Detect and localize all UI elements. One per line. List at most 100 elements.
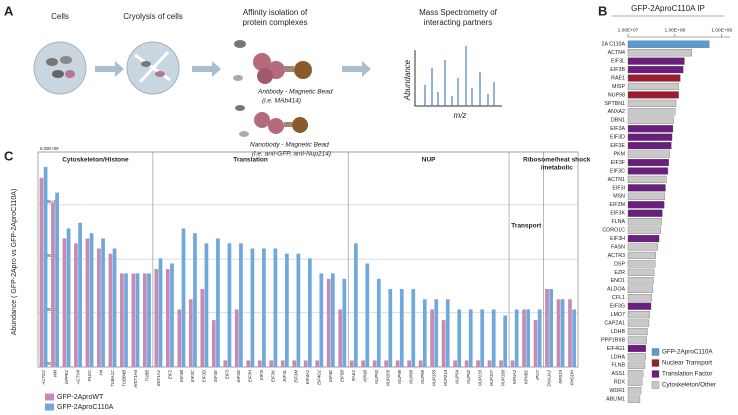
y-tick-label: 1.60E+06 [40,307,59,312]
cell [60,56,72,64]
y-tick-label: 1.00E+05 [40,361,59,366]
x-tick-label: EIF2 [167,369,172,379]
complex [254,112,270,128]
bar [170,263,174,367]
x-tick-label: ACTN4 [75,369,80,385]
row-label: ENO1 [611,278,625,284]
bar [627,108,676,116]
legend-swatch [651,381,660,389]
bar [627,268,655,276]
legend-swatch [651,348,660,356]
bar [39,177,44,367]
cell [155,71,165,77]
y-tick-label: 2.50E+07 [40,253,59,258]
x-tick-label: TUBB4B [121,370,126,387]
bar [315,360,320,367]
bar [407,360,411,367]
antibody [284,66,294,72]
row-label: LMO7 [611,312,625,318]
bar [627,209,663,217]
x-tick-label: NUP98 [397,369,402,383]
x-tick-label: TUBA1C [110,369,115,387]
x-tick-label: HIST1H4 [133,369,138,387]
x-tick-label: 1.00E+07 [618,27,639,33]
complex [257,68,273,84]
bar [154,269,159,367]
bar [193,233,197,367]
row-label: EZR [614,270,625,276]
bar [480,309,485,367]
bar [627,167,669,175]
y-tick-label: 6.00E+09 [40,146,59,151]
legend-swatch [45,403,54,411]
bar [537,309,542,367]
bar [476,360,480,367]
bar [85,238,90,367]
bar [108,253,113,367]
bar [181,228,186,367]
bar [112,248,117,367]
bead [292,117,308,133]
bar [514,309,519,367]
bar [131,273,136,367]
bar [200,289,205,367]
bar [627,125,674,133]
bar [627,251,656,260]
bar [296,253,301,367]
bar [627,344,646,352]
bar [349,360,354,367]
bead [294,61,312,79]
x-tick-label: NUP214 [443,369,448,386]
row-label: EIF3G [610,304,625,310]
bar [246,360,251,367]
x-tick-label: EIF3G [236,369,241,382]
spectrum-axes [414,50,502,107]
bar [211,320,216,367]
bar [89,233,94,367]
bar [273,248,278,367]
bar [55,192,59,367]
bar [464,360,469,367]
bar [430,309,434,367]
bar [627,319,650,327]
bar [330,273,335,367]
row-label: ALDOA [607,287,625,293]
group-label: /metabolic [541,165,574,172]
bar [568,299,572,367]
x-tick-label: EIF3I [259,369,264,380]
x-tick-label: NUP62 [466,369,471,383]
x-tick-label: 1.00E+09 [711,27,732,33]
row-label: CAPZA1 [604,320,625,326]
x-tick-label: PLEC [87,369,92,381]
bar [627,327,648,336]
row-label: 2A C110A [602,42,626,48]
protein [234,40,246,48]
arrow [192,61,221,77]
nanobody [284,122,292,127]
step-label: Affinity isolation of [243,8,308,17]
x-tick-label: IPO7 [535,369,540,379]
x-tick-label: NUP85 [420,369,425,383]
legend-label: GFP-2AproWT [57,394,104,401]
bar [499,360,503,367]
bar [522,309,526,367]
row-label: MISP [612,84,625,90]
bar [280,360,285,367]
bar [627,302,652,310]
bar [234,309,239,367]
bar [177,309,182,367]
bar [223,360,228,367]
bar [545,289,549,367]
row-label: CORO1C [602,228,625,234]
row-label: RDX [614,380,626,386]
step-label: protein complexes [243,18,308,27]
bar [627,370,644,378]
bar [120,273,124,367]
x-tick-label: ACTG1 [41,369,46,385]
bar [627,226,661,234]
bar [457,309,462,367]
cell [52,70,64,78]
bar [572,309,576,367]
cell [141,61,151,67]
bar [503,315,508,367]
